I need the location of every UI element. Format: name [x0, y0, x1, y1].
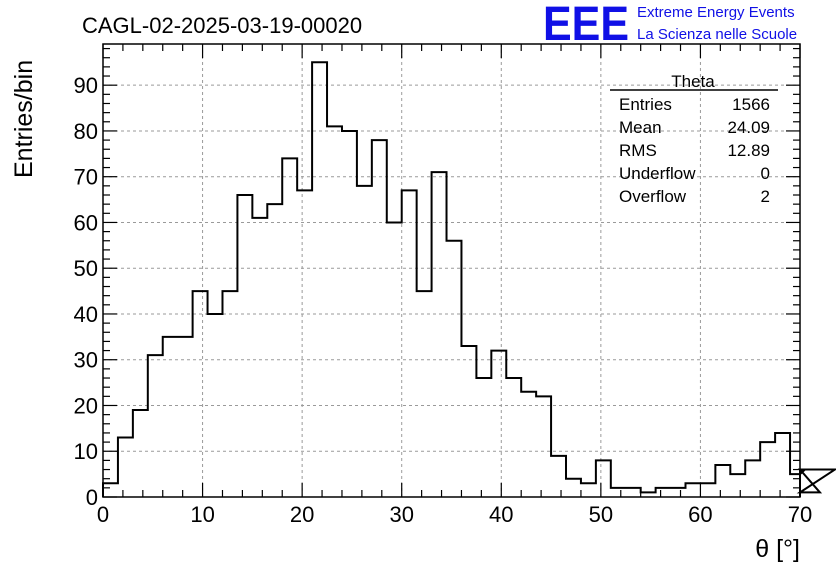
y-tick-label: 40 — [74, 302, 98, 327]
stats-label: Entries — [619, 95, 672, 114]
histogram-bin — [611, 488, 626, 497]
stats-value: 2 — [761, 187, 770, 206]
histogram-bin — [357, 186, 372, 497]
histogram-bin — [417, 291, 432, 497]
histogram-bin — [790, 474, 800, 497]
x-tick-label: 60 — [688, 502, 712, 527]
stats-name: Theta — [671, 72, 715, 91]
histogram-bin — [222, 291, 237, 497]
stats-label: Mean — [619, 118, 662, 137]
histogram-bin — [715, 465, 730, 497]
y-tick-label: 20 — [74, 393, 98, 418]
histogram-bin — [521, 392, 536, 497]
histogram-outline — [102, 61, 836, 497]
stats-value: 24.09 — [727, 118, 770, 137]
histogram-bin — [133, 410, 148, 497]
stats-label: Overflow — [619, 187, 687, 206]
plot-border — [102, 43, 801, 498]
histogram-bin — [372, 140, 387, 497]
y-tick-label: 90 — [74, 73, 98, 98]
eee-logo: EEE Extreme Energy Events La Scienza nel… — [543, 0, 797, 51]
histogram-bin — [700, 483, 715, 497]
y-tick-label: 10 — [74, 439, 98, 464]
grid-lines — [103, 44, 800, 497]
logo-line-2: La Scienza nelle Scuole — [637, 26, 797, 43]
axis-ticks — [102, 44, 801, 498]
plot-frame — [102, 43, 801, 498]
histogram-bin — [103, 483, 118, 497]
x-tick-label: 40 — [489, 502, 513, 527]
stats-rows: Entries 1566 Mean 24.09 RMS 12.89 Underflow 0 Ov… — [619, 95, 770, 206]
x-tick-label: 70 — [788, 502, 812, 527]
histogram-bin — [626, 488, 641, 497]
histogram-bin — [252, 218, 267, 497]
y-tick-label: 70 — [74, 165, 98, 190]
histogram-bin — [163, 337, 178, 497]
histogram-bin — [148, 355, 163, 497]
histogram-bin — [775, 433, 790, 497]
histogram-bin — [536, 396, 551, 497]
histogram-bin — [551, 456, 566, 497]
histogram-bin — [656, 488, 671, 497]
histogram-bin — [327, 126, 342, 497]
histogram-bin — [685, 483, 700, 497]
stats-value: 12.89 — [727, 141, 770, 160]
histogram-bin — [596, 460, 611, 497]
x-tick-label: 50 — [589, 502, 613, 527]
histogram-bins — [103, 62, 800, 497]
histogram-bin — [745, 460, 760, 497]
histogram-bin — [491, 351, 506, 497]
histogram-bin — [671, 488, 686, 497]
histogram-bin — [282, 158, 297, 497]
histogram-bin — [208, 314, 223, 497]
histogram-bin — [118, 438, 133, 497]
histogram-bin — [760, 442, 775, 497]
chart-title: CAGL-02-2025-03-19-00020 — [82, 13, 362, 38]
histogram-bin — [178, 337, 193, 497]
y-tick-label: 0 — [86, 485, 98, 510]
histogram-bin — [432, 172, 447, 497]
x-tick-label: 0 — [97, 502, 109, 527]
x-tick-label: 30 — [389, 502, 413, 527]
y-tick-label: 50 — [74, 256, 98, 281]
eee-logo-mark: EEE — [543, 0, 629, 51]
histogram-bin — [730, 474, 745, 497]
histogram-bin — [447, 241, 462, 497]
stats-value: 0 — [761, 164, 770, 183]
histogram-bin — [312, 62, 327, 497]
y-axis-title: Entries/bin — [10, 60, 38, 178]
stats-box: Theta Entries 1566 Mean 24.09 RMS 12.89 Underf… — [610, 72, 778, 206]
stats-value: 1566 — [732, 95, 770, 114]
histogram-bin — [193, 291, 208, 497]
histogram-bin — [566, 479, 581, 497]
x-tick-label: 10 — [190, 502, 214, 527]
x-tick-label: 20 — [290, 502, 314, 527]
logo-line-1: Extreme Energy Events — [637, 4, 795, 21]
histogram-bin — [506, 378, 521, 497]
y-tick-label: 30 — [74, 348, 98, 373]
stats-label: Underflow — [619, 164, 696, 183]
histogram-bin — [461, 346, 476, 497]
x-axis-title: θ [°] — [755, 535, 800, 563]
y-tick-label: 80 — [74, 119, 98, 144]
y-tick-label: 60 — [74, 210, 98, 235]
stats-label: RMS — [619, 141, 657, 160]
histogram-bin — [476, 378, 491, 497]
histogram-bin — [581, 483, 596, 497]
histogram-bin — [237, 195, 252, 497]
histogram-bin — [267, 204, 282, 497]
